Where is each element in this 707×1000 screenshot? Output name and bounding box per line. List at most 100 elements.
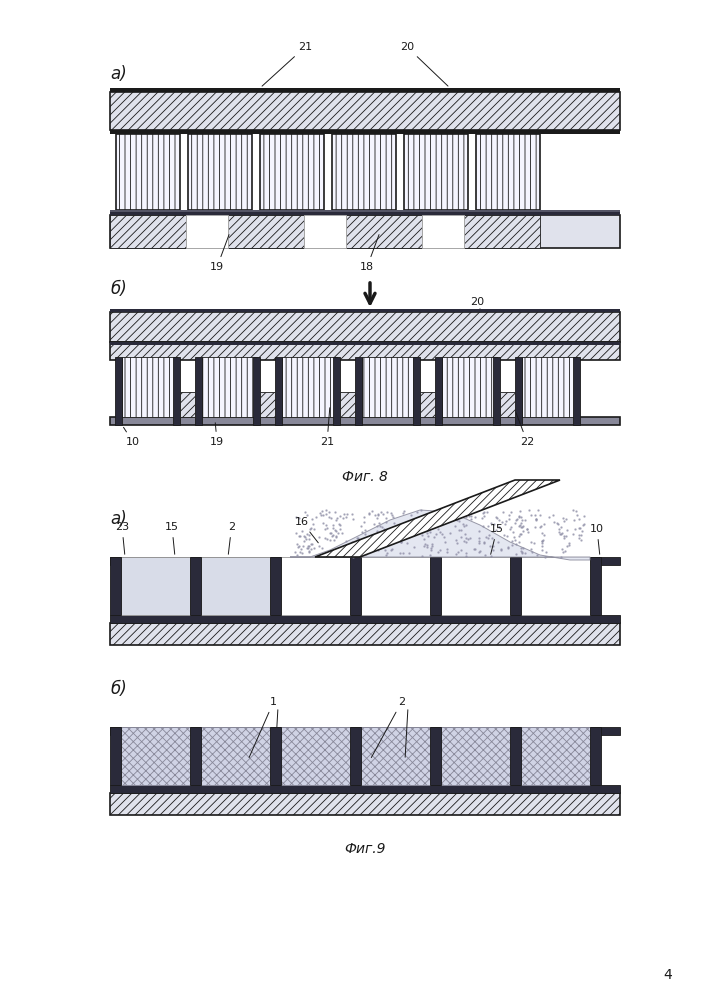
Bar [590,557,601,615]
Text: 19: 19 [210,423,224,447]
Bar [188,134,252,210]
Polygon shape [290,510,590,560]
Bar [186,215,228,248]
Bar [110,215,620,248]
Bar [121,727,190,785]
Bar [110,312,620,342]
Bar [110,623,620,645]
Bar [361,727,430,785]
Bar [110,342,620,360]
Bar [590,727,601,785]
Text: 23: 23 [115,522,129,554]
Bar [110,557,620,565]
Text: 15: 15 [165,522,179,554]
Bar [110,92,620,130]
Bar [110,215,186,248]
Bar [116,134,180,210]
Text: 16: 16 [295,517,318,543]
Bar [202,357,257,417]
Bar [270,557,281,615]
Bar [441,557,510,615]
Bar [522,357,577,417]
Bar [430,727,441,785]
Bar [110,727,121,785]
Bar [350,557,361,615]
Bar [521,557,590,615]
Text: 21: 21 [262,42,312,86]
Bar [253,357,260,425]
Bar [510,557,521,615]
Bar [340,392,355,417]
Bar [510,727,521,785]
Bar [110,130,620,134]
Bar [521,727,590,785]
Bar [281,727,350,785]
Bar [361,557,430,615]
Bar [476,134,540,210]
Bar [173,357,180,425]
Text: 2: 2 [371,697,405,758]
Bar [442,357,497,417]
Bar [110,785,620,793]
Bar [493,357,500,425]
Bar [500,392,515,417]
Bar [122,357,177,417]
Bar [404,134,468,210]
Bar [110,210,620,212]
Bar [260,392,275,417]
Bar [190,557,201,615]
Bar [441,727,510,785]
Bar [260,134,324,210]
Text: 18: 18 [360,235,379,272]
Text: б): б) [110,280,127,298]
Bar [115,357,122,425]
Bar [195,357,202,425]
Bar [275,357,282,425]
Text: 19: 19 [210,235,229,272]
Text: 20: 20 [470,297,484,307]
Bar [201,557,270,615]
Bar [110,342,620,345]
Bar [332,134,396,210]
Text: Фиг.9: Фиг.9 [344,842,386,856]
Bar [355,357,362,425]
Bar [110,210,620,215]
Text: 10: 10 [590,524,604,554]
Bar [573,357,580,425]
Bar [270,727,281,785]
Bar [420,392,435,417]
Polygon shape [315,480,560,557]
Bar [110,88,620,92]
Bar [281,557,350,615]
Text: б): б) [110,680,127,698]
Text: 10: 10 [124,427,140,447]
Bar [180,392,195,417]
Text: 15: 15 [490,524,504,554]
Text: 2: 2 [228,522,235,554]
Bar [435,357,442,425]
Bar [110,727,620,735]
Bar [110,309,620,312]
Text: а): а) [110,65,127,83]
Bar [110,557,121,615]
Bar [190,727,201,785]
Text: а): а) [110,510,127,528]
Text: Фиг. 8: Фиг. 8 [342,470,388,484]
Bar [464,215,540,248]
Bar [110,417,620,425]
Bar [282,357,337,417]
Text: 4: 4 [663,968,672,982]
Bar [304,215,346,248]
Text: 21: 21 [320,408,334,447]
Text: 1: 1 [249,697,277,757]
Bar [333,357,340,425]
Bar [413,357,420,425]
Bar [422,215,464,248]
Bar [228,215,304,248]
Bar [362,357,417,417]
Bar [430,557,441,615]
Bar [110,793,620,815]
Text: 22: 22 [516,413,534,447]
Text: 20: 20 [400,42,448,86]
Bar [121,557,190,615]
